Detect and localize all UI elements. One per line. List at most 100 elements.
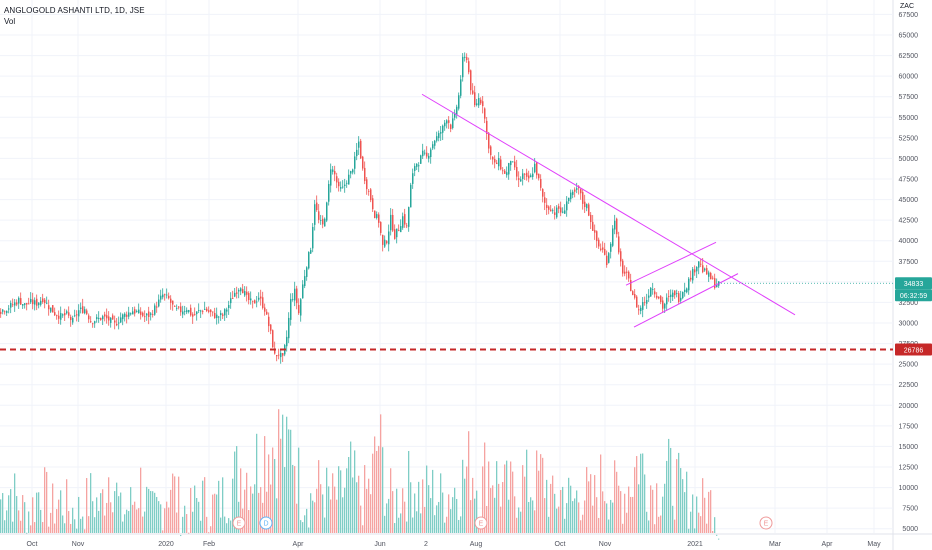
volume-bar bbox=[18, 510, 20, 533]
candle-body bbox=[236, 292, 238, 294]
volume-bar bbox=[0, 499, 2, 533]
volume-bar bbox=[154, 492, 156, 533]
volume-bar bbox=[6, 510, 8, 533]
time-tick-label: Oct bbox=[555, 541, 566, 548]
price-tick-label: 5000 bbox=[902, 526, 918, 533]
candle-body bbox=[522, 173, 524, 179]
volume-bar bbox=[550, 483, 552, 533]
volume-bar bbox=[112, 512, 114, 533]
time-tick-label: Nov bbox=[72, 541, 85, 548]
volume-bar bbox=[558, 506, 560, 533]
candle-body bbox=[256, 301, 258, 303]
volume-bar bbox=[52, 483, 54, 533]
candle-body bbox=[46, 302, 48, 304]
candle-body bbox=[306, 267, 308, 277]
volume-bar bbox=[712, 531, 714, 533]
candle-body bbox=[190, 307, 192, 316]
volume-bar bbox=[16, 496, 18, 533]
channel-lower-line bbox=[633, 273, 739, 328]
volume-bar bbox=[424, 506, 426, 533]
candle-body bbox=[124, 313, 126, 317]
volume-bar bbox=[398, 517, 400, 533]
volume-bar bbox=[358, 475, 360, 533]
candle-body bbox=[684, 289, 686, 293]
candle-body bbox=[462, 56, 464, 78]
candle-body bbox=[576, 188, 578, 190]
candle-body bbox=[48, 305, 50, 310]
candle-body bbox=[210, 309, 212, 313]
candle-body bbox=[666, 297, 668, 305]
volume-bar bbox=[22, 495, 24, 533]
volume-bar bbox=[680, 468, 682, 533]
candle-body bbox=[96, 317, 98, 320]
candle-body bbox=[338, 181, 340, 187]
volume-bar bbox=[74, 519, 76, 533]
candle-body bbox=[510, 161, 512, 166]
volume-bar bbox=[586, 467, 588, 533]
candle-body bbox=[424, 152, 426, 154]
volume-bar bbox=[662, 496, 664, 533]
volume-bar bbox=[224, 516, 226, 533]
volume-bar bbox=[528, 501, 530, 533]
candle-body bbox=[20, 298, 22, 305]
volume-bar bbox=[474, 498, 476, 533]
candle-body bbox=[650, 287, 652, 297]
candle-body bbox=[162, 294, 164, 298]
candle-body bbox=[286, 336, 288, 347]
volume-bar bbox=[592, 505, 594, 533]
volume-bar bbox=[118, 496, 120, 533]
candle-body bbox=[234, 292, 236, 297]
candle-body bbox=[392, 214, 394, 231]
volume-bar bbox=[494, 497, 496, 533]
candle-body bbox=[156, 306, 158, 308]
time-axis[interactable]: Oct Nov 2020 Feb Apr Jun 2 Aug Oct Nov 2021 Mar Apr M… bbox=[0, 533, 932, 548]
price-tick-label: 57500 bbox=[899, 94, 919, 101]
candle-body bbox=[616, 218, 618, 235]
volume-bar bbox=[92, 501, 94, 533]
candle-body bbox=[352, 169, 354, 173]
candle-body bbox=[230, 298, 232, 304]
volume-bar bbox=[376, 450, 378, 533]
candle-body bbox=[506, 172, 508, 176]
last-price-badge-bg bbox=[895, 277, 932, 290]
volume-bar bbox=[562, 486, 564, 533]
candle-body bbox=[594, 230, 596, 233]
price-axis[interactable]: 5000 7500 10000 12500 15000 17500 20000 22500 25… bbox=[899, 12, 919, 533]
volume-bar bbox=[352, 477, 354, 533]
candle-body bbox=[494, 158, 496, 163]
candle-body bbox=[548, 206, 550, 210]
countdown-badge-bg bbox=[895, 289, 932, 302]
candle-body bbox=[582, 192, 584, 204]
volume-bar bbox=[448, 494, 450, 533]
candle-body bbox=[336, 176, 338, 183]
candle-body bbox=[466, 57, 468, 61]
candle-body bbox=[486, 120, 488, 134]
candle-body bbox=[714, 278, 716, 288]
volume-bar bbox=[82, 516, 84, 533]
candle-body bbox=[176, 307, 178, 309]
candle-body bbox=[364, 167, 366, 181]
symbol-title[interactable]: ANGLOGOLD ASHANTI LTD, 1D, JSE bbox=[4, 6, 145, 15]
volume-bar bbox=[692, 494, 694, 533]
volume-bar bbox=[518, 507, 520, 533]
countdown-badge: 06:32:59 bbox=[900, 293, 927, 300]
volume-bar bbox=[552, 475, 554, 533]
volume-bar bbox=[48, 526, 50, 533]
candle-body bbox=[86, 310, 88, 314]
volume-bar bbox=[328, 486, 330, 533]
volume-bar bbox=[354, 450, 356, 533]
volume-bar bbox=[512, 471, 514, 533]
candle-body bbox=[274, 348, 276, 354]
volume-indicator-label[interactable]: Vol bbox=[4, 17, 16, 26]
candle-body bbox=[226, 309, 228, 312]
volume-bar bbox=[210, 526, 212, 533]
candle-body bbox=[122, 314, 124, 320]
volume-bar bbox=[222, 477, 224, 533]
candle-body bbox=[180, 306, 182, 313]
volume-bar bbox=[28, 511, 30, 533]
candle-body bbox=[516, 166, 518, 177]
trendline-drawings[interactable] bbox=[0, 93, 893, 351]
volume-bar bbox=[38, 492, 40, 533]
